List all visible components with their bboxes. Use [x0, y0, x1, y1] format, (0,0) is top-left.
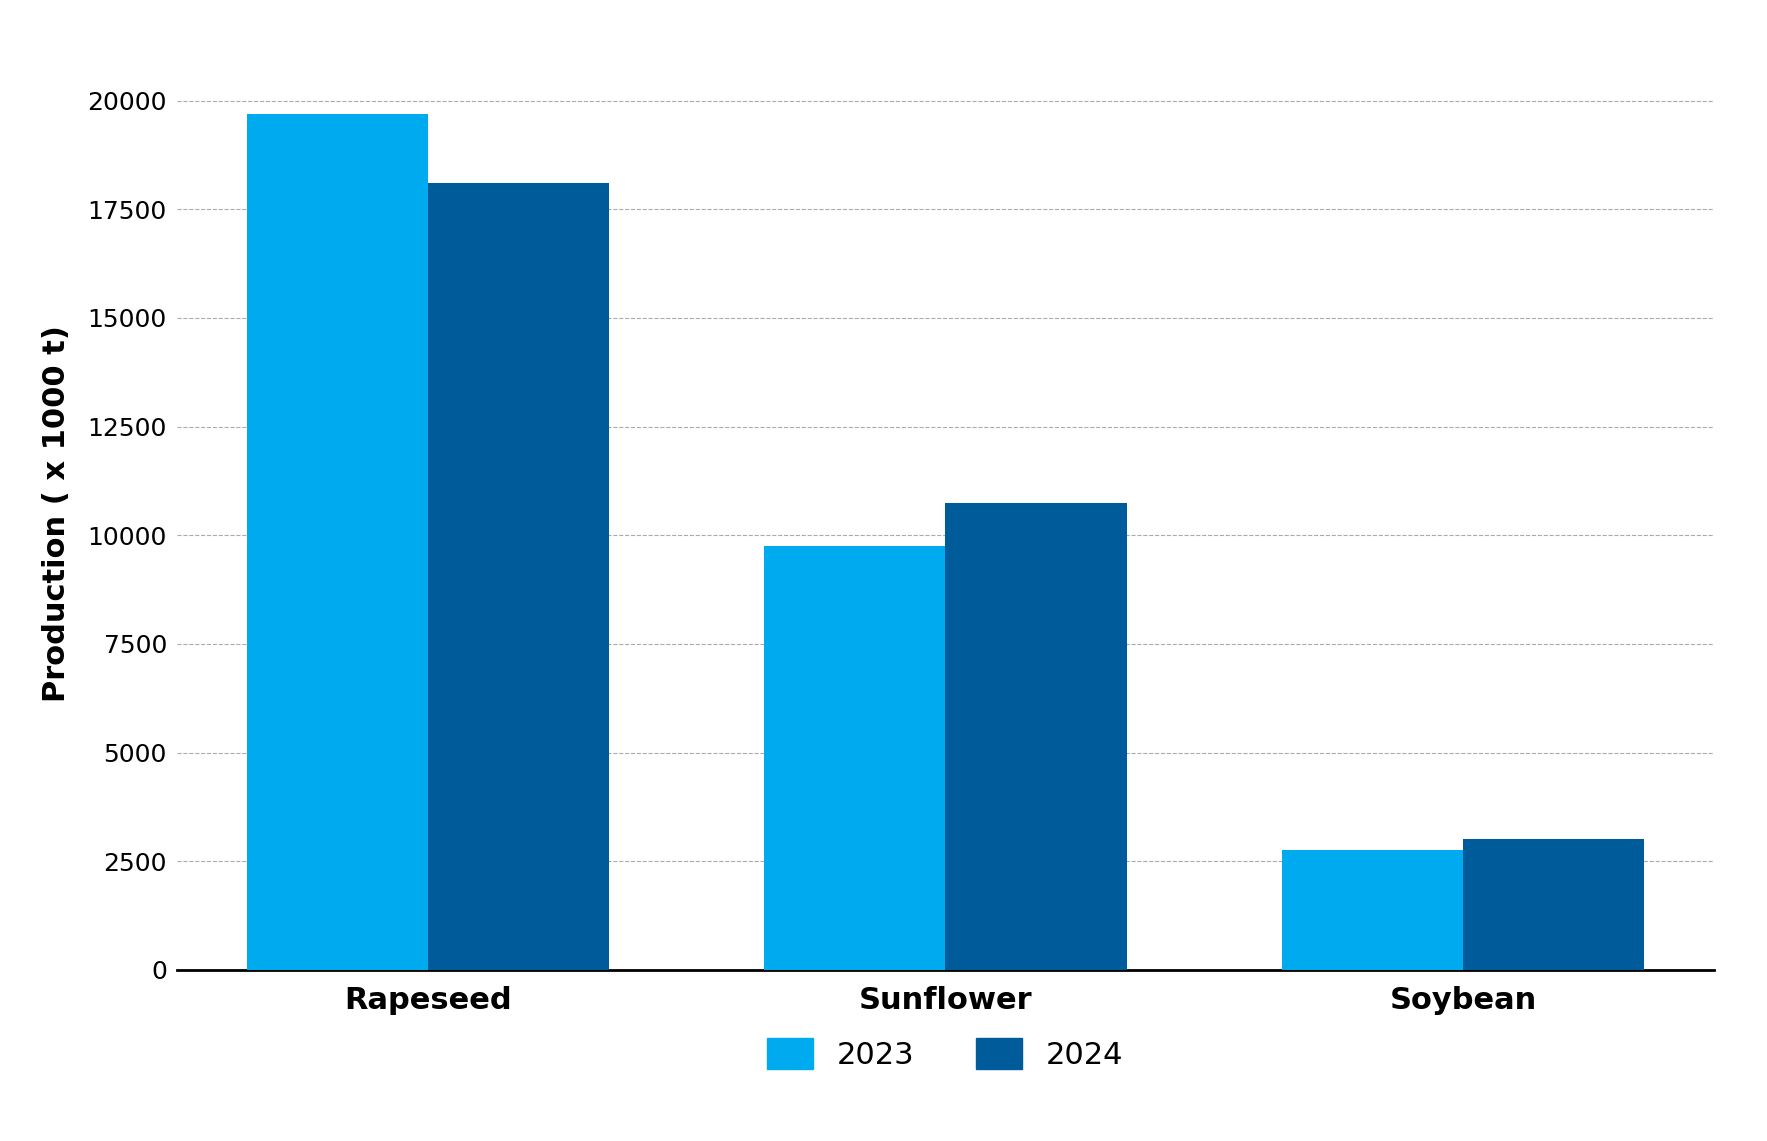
Text: 3: 3: [797, 678, 924, 856]
Text: 3: 3: [1350, 874, 1407, 952]
Text: 3: 3: [228, 399, 456, 718]
Bar: [945, 502, 1127, 970]
Polygon shape: [442, 277, 594, 796]
Y-axis label: Production ( x 1000 t): Production ( x 1000 t): [42, 325, 71, 702]
Polygon shape: [779, 597, 931, 876]
Bar: [1281, 850, 1463, 970]
Text: 3: 3: [1530, 866, 1589, 949]
Bar: [1463, 840, 1643, 970]
Polygon shape: [959, 559, 1111, 867]
Bar: [428, 183, 610, 970]
Text: 3: 3: [419, 445, 629, 739]
Text: 3: 3: [972, 650, 1110, 841]
Bar: [247, 114, 428, 970]
Polygon shape: [1297, 865, 1449, 944]
Polygon shape: [262, 217, 413, 782]
Bar: [763, 547, 945, 970]
Polygon shape: [1477, 855, 1629, 941]
Legend: 2023, 2024: 2023, 2024: [755, 1026, 1136, 1083]
